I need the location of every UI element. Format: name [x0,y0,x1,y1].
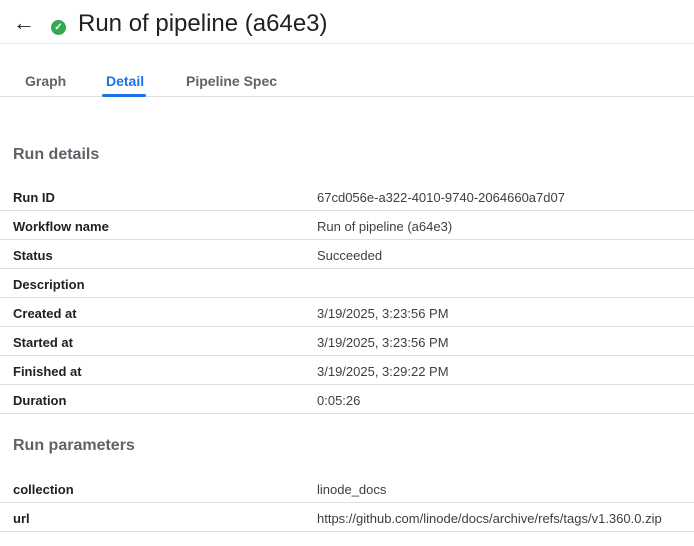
row-key: Created at [13,306,77,321]
row-value: linode_docs [317,482,387,497]
run-parameters-heading: Run parameters [13,437,135,454]
row-value: 3/19/2025, 3:23:56 PM [317,306,449,321]
table-row: collection linode_docs [0,474,694,503]
row-key: collection [13,482,74,497]
active-tab-indicator [102,94,146,97]
table-row: Finished at 3/19/2025, 3:29:22 PM [0,356,694,385]
row-key: Started at [13,335,73,350]
table-row: Duration 0:05:26 [0,385,694,414]
tab-bar: Graph Detail Pipeline Spec [0,60,694,97]
row-value: Succeeded [317,248,383,263]
row-key: url [13,511,30,526]
row-key: Description [13,277,85,292]
table-row: Started at 3/19/2025, 3:23:56 PM [0,327,694,356]
row-value: Run of pipeline (a64e3) [317,219,453,234]
tab-graph[interactable]: Graph [25,73,67,89]
row-key: Finished at [13,364,82,379]
row-key: Run ID [13,190,55,205]
row-value: 67cd056e-a322-4010-9740-2064660a7d07 [317,190,565,205]
row-key: Workflow name [13,219,109,234]
table-row: Description [0,269,694,298]
row-key: Status [13,248,53,263]
table-row: Status Succeeded [0,240,694,269]
page-header: ← ✓ Run of pipeline (a64e3) [0,0,694,44]
table-row: Created at 3/19/2025, 3:23:56 PM [0,298,694,327]
row-value: 0:05:26 [317,393,361,408]
tab-pipeline-spec[interactable]: Pipeline Spec [186,73,278,89]
row-value: 3/19/2025, 3:29:22 PM [317,364,449,379]
run-details-table: Run ID 67cd056e-a322-4010-9740-2064660a7d… [0,182,694,414]
table-row: Run ID 67cd056e-a322-4010-9740-2064660a7d… [0,182,694,211]
row-value: 3/19/2025, 3:23:56 PM [317,335,449,350]
back-arrow-icon[interactable]: ← [13,10,35,35]
page-title: Run of pipeline (a64e3) [78,10,328,37]
tab-detail[interactable]: Detail [106,73,145,89]
table-row: url https://github.com/linode/docs/archiv… [0,503,694,532]
run-details-heading: Run details [13,146,100,163]
row-value: https://github.com/linode/docs/archive/r… [317,511,662,526]
check-circle-icon: ✓ [51,20,66,35]
row-key: Duration [13,393,67,408]
table-row: Workflow name Run of pipeline (a64e3) [0,211,694,240]
